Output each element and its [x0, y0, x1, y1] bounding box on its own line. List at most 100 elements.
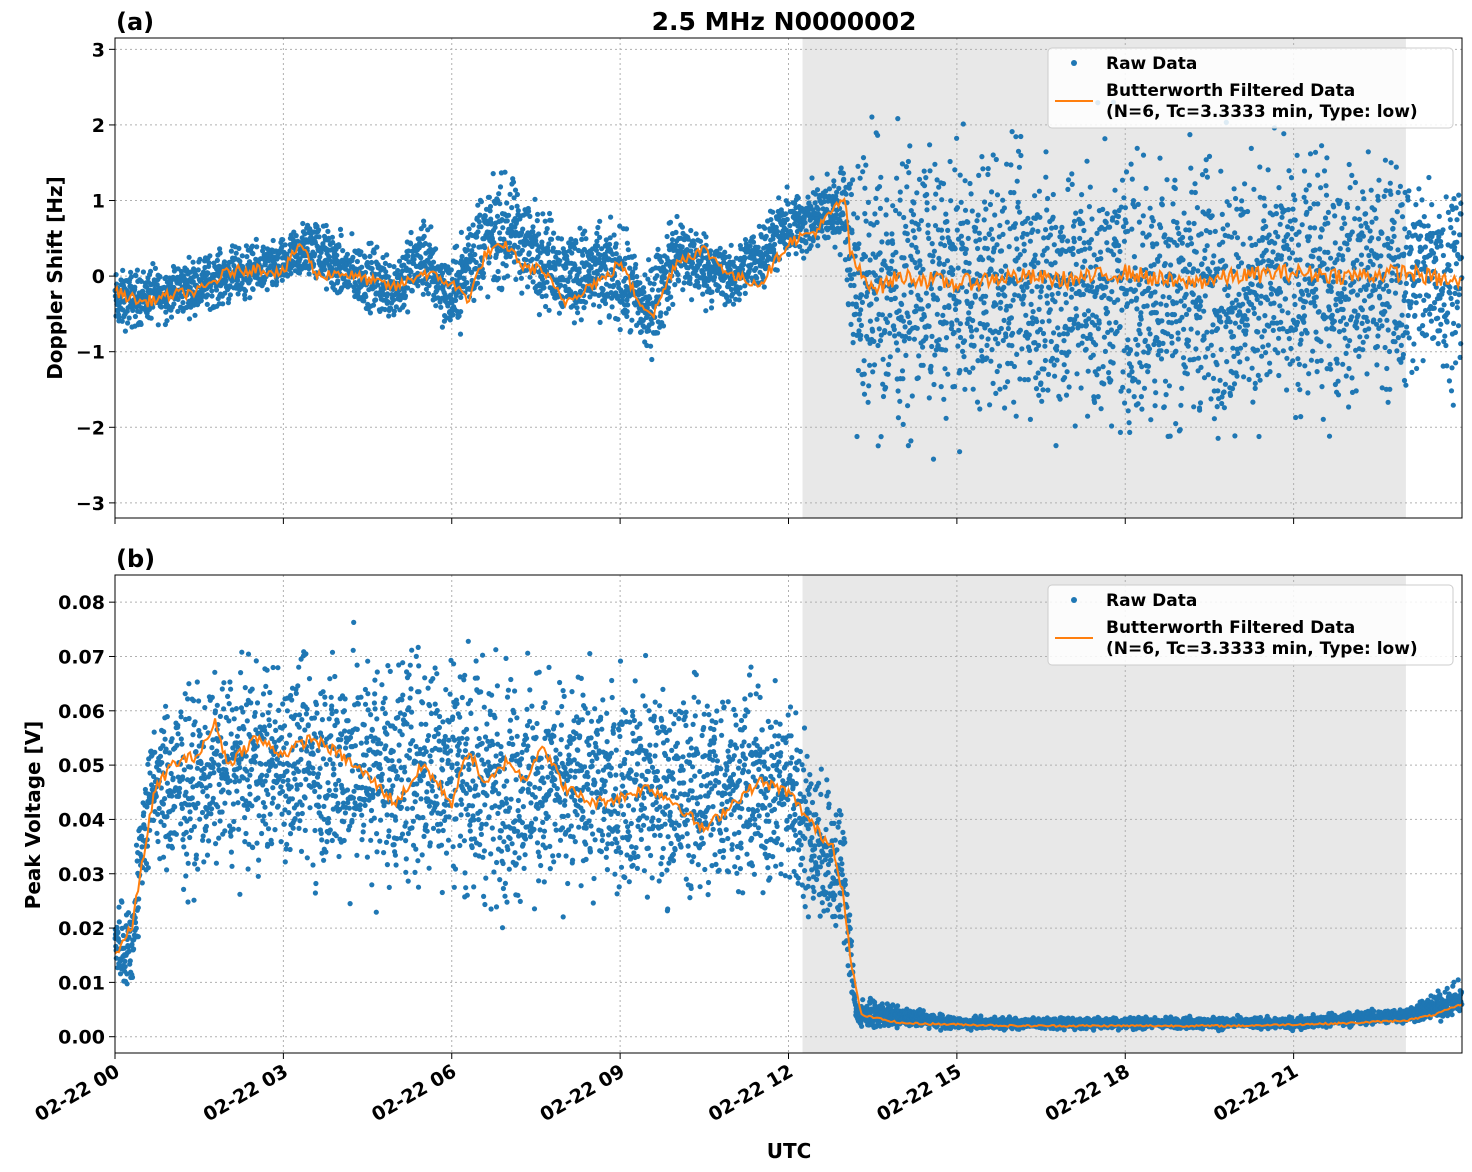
raw-data-point [965, 219, 971, 225]
raw-data-point [1248, 145, 1254, 151]
raw-data-point [187, 285, 193, 291]
raw-data-point [1217, 377, 1223, 383]
raw-data-point [1121, 195, 1127, 201]
raw-data-point [1229, 386, 1236, 392]
raw-data-point [1345, 343, 1351, 349]
raw-data-point [1355, 312, 1361, 318]
raw-data-point [1291, 293, 1297, 299]
raw-data-point [1323, 314, 1329, 320]
raw-data-point [1044, 293, 1050, 299]
raw-data-point [1026, 347, 1033, 353]
raw-data-point [675, 278, 682, 284]
raw-data-point [1125, 408, 1131, 414]
raw-data-point [1301, 194, 1307, 200]
raw-data-point [1042, 343, 1048, 349]
raw-data-point [1272, 240, 1278, 246]
raw-data-point [963, 246, 969, 252]
raw-data-point [1175, 330, 1181, 336]
raw-data-point [1387, 386, 1393, 392]
raw-data-point [228, 248, 234, 254]
raw-data-point [921, 168, 927, 174]
raw-data-point [1292, 301, 1298, 308]
raw-data-point [1377, 317, 1383, 323]
raw-data-point [1128, 298, 1135, 304]
raw-data-point [865, 199, 872, 205]
raw-data-point [1031, 264, 1037, 270]
raw-data-point [1384, 365, 1390, 372]
raw-data-point [887, 330, 893, 336]
raw-data-point [186, 254, 192, 260]
figure-title: 2.5 MHz N0000002 [652, 7, 917, 36]
raw-data-point [858, 322, 865, 328]
raw-data-point [932, 161, 938, 167]
raw-data-point [664, 233, 670, 240]
raw-data-point [545, 248, 551, 254]
raw-data-point [907, 143, 913, 149]
raw-data-point [670, 301, 676, 307]
raw-data-point [966, 369, 973, 375]
raw-data-point [1015, 204, 1021, 210]
raw-data-point [1079, 220, 1086, 226]
raw-data-point [1085, 308, 1091, 314]
raw-data-point [1341, 286, 1347, 292]
raw-data-point [1242, 181, 1248, 187]
raw-data-point [1090, 352, 1096, 358]
raw-data-point [944, 218, 950, 225]
raw-data-point [1169, 340, 1175, 346]
raw-data-point [1019, 346, 1025, 352]
raw-data-point [1381, 193, 1387, 199]
raw-data-point [1214, 362, 1220, 368]
raw-data-point [860, 169, 866, 175]
raw-data-point [1121, 238, 1127, 244]
raw-data-point [518, 275, 525, 281]
raw-data-point [1198, 298, 1204, 304]
raw-data-point [1223, 324, 1229, 330]
raw-data-point [316, 227, 322, 233]
raw-data-point [556, 250, 562, 256]
raw-data-point [901, 255, 907, 261]
raw-data-point [1053, 443, 1059, 449]
raw-data-point [1210, 352, 1216, 358]
raw-data-point [474, 234, 480, 240]
raw-data-point [1088, 264, 1094, 270]
raw-data-point [497, 230, 503, 236]
raw-data-point [891, 326, 897, 333]
raw-data-point [901, 214, 907, 221]
raw-data-point [1227, 392, 1234, 398]
raw-data-point [544, 226, 550, 232]
raw-data-point [1140, 213, 1146, 219]
raw-data-point [1178, 402, 1184, 408]
raw-data-point [1342, 335, 1348, 341]
raw-data-point [1263, 223, 1269, 230]
raw-data-point [1244, 356, 1250, 362]
raw-data-point [658, 310, 664, 316]
raw-data-point [1324, 155, 1330, 161]
raw-data-point [1350, 288, 1356, 294]
raw-data-point [132, 313, 138, 320]
raw-data-point [293, 233, 299, 239]
raw-data-point [992, 336, 999, 342]
raw-data-point [1394, 209, 1400, 215]
raw-data-point [912, 260, 918, 266]
raw-data-point [1361, 298, 1368, 304]
raw-data-point [1158, 224, 1164, 231]
raw-data-point [1150, 218, 1156, 224]
raw-data-point [239, 280, 245, 286]
raw-data-point [1261, 328, 1267, 334]
raw-data-point [856, 241, 862, 247]
raw-data-point [1269, 259, 1275, 265]
raw-data-point [1282, 296, 1289, 302]
raw-data-point [1366, 252, 1372, 259]
raw-data-point [1344, 241, 1350, 247]
raw-data-point [1181, 210, 1187, 216]
raw-data-point [1224, 359, 1230, 365]
raw-data-point [905, 158, 912, 165]
raw-data-point [1293, 414, 1299, 421]
raw-data-point [133, 273, 139, 279]
raw-data-point [1167, 433, 1173, 439]
raw-data-point [474, 280, 481, 286]
raw-data-point [367, 253, 373, 259]
raw-data-point [675, 271, 681, 278]
raw-data-point [1158, 356, 1165, 362]
raw-data-point [571, 320, 578, 326]
